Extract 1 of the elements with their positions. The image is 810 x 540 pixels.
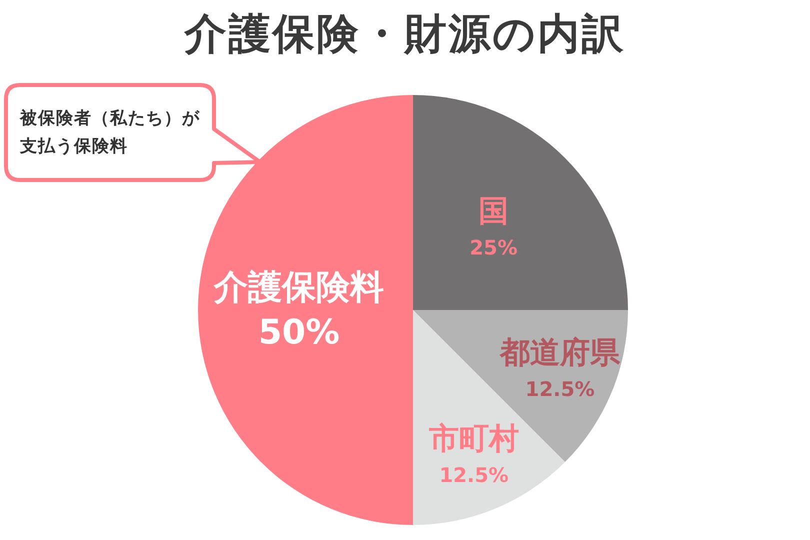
title: 介護保険・財源の内訳 [184, 9, 626, 58]
